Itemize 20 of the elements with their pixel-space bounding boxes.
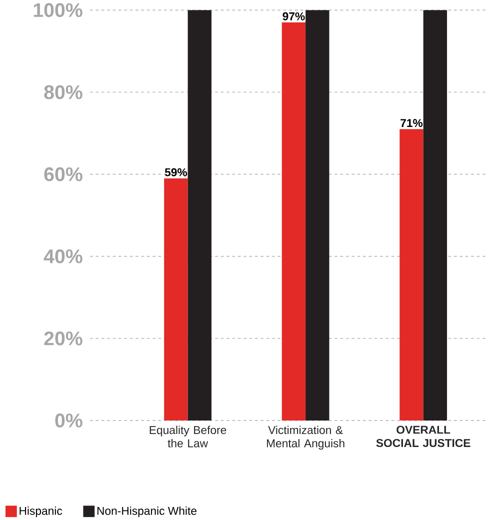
y-tick-label: 60% (44, 167, 82, 182)
bar (306, 10, 330, 420)
bar (188, 10, 212, 420)
y-tick-label: 100% (34, 3, 82, 18)
bar (423, 10, 448, 420)
bar (164, 178, 188, 420)
data-label: 71% (400, 119, 423, 128)
data-label: 59% (164, 168, 188, 176)
y-tick-label: 40% (44, 249, 82, 264)
x-tick-label: Equality Before the Law (150, 426, 226, 448)
x-tick-label: OVERALL SOCIAL JUSTICE (376, 426, 470, 448)
x-tick-label: Victimization & Mental Anguish (266, 426, 344, 450)
legend-label: Non-Hispanic White (97, 506, 196, 518)
y-tick-label: 0% (55, 414, 82, 428)
bar (400, 129, 424, 420)
y-tick-label: 80% (44, 85, 82, 100)
legend-label: Hispanic (20, 506, 62, 518)
y-tick-label: 20% (44, 331, 82, 346)
bar (282, 22, 306, 420)
data-label: 97% (282, 12, 305, 20)
